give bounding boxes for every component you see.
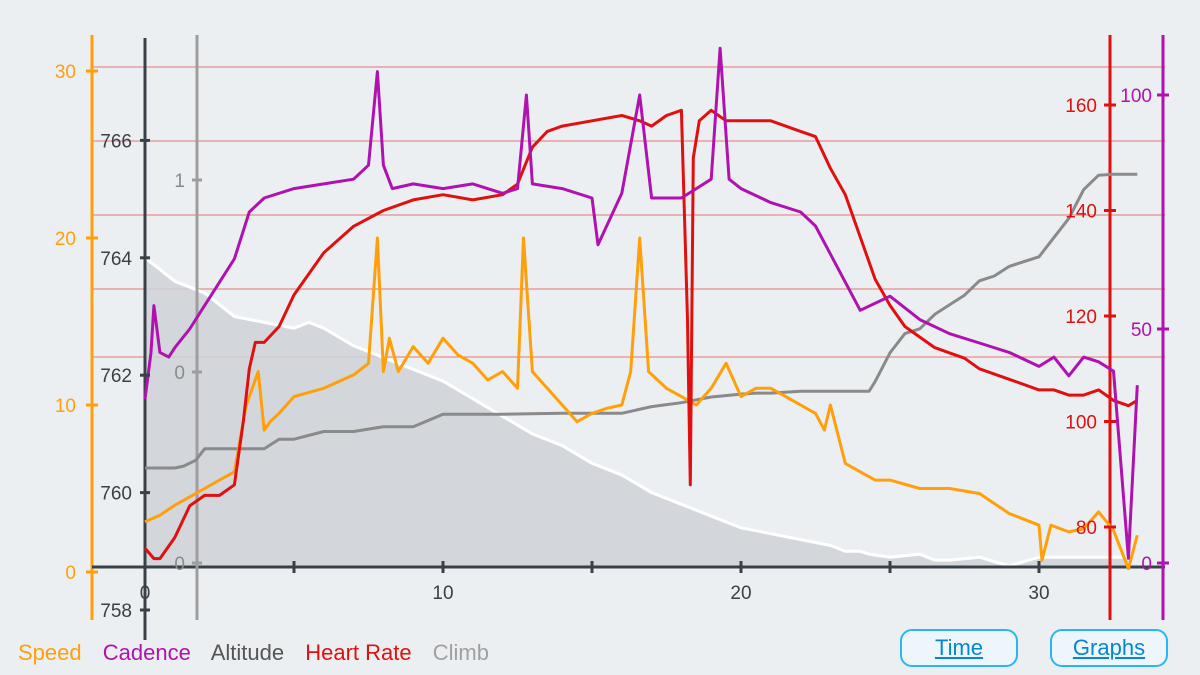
graphs-button[interactable]: Graphs: [1050, 629, 1168, 667]
altitude-line: [144, 256, 1129, 568]
tick-labels: 0102030758760762764766001801001201401600…: [55, 62, 1169, 622]
series-climb: [145, 172, 1138, 470]
climb-tick-0: 0: [174, 554, 185, 575]
heart-rate-tick-80: 80: [1076, 518, 1097, 539]
series-heart-rate: [143, 108, 1139, 561]
x-tick-10: 10: [432, 583, 453, 604]
x-tick-0: 0: [140, 583, 151, 604]
speed-tick-10: 10: [55, 396, 76, 417]
x-tick-30: 30: [1028, 583, 1049, 604]
speed-tick-0: 0: [65, 563, 76, 584]
ride-chart: 0102030758760762764766001801001201401600…: [55, 35, 1169, 640]
cadence-tick-50: 50: [1131, 320, 1152, 341]
cadence-tick-0: 0: [1141, 554, 1152, 575]
time-button[interactable]: Time: [900, 629, 1018, 667]
cadence-tick-100: 100: [1120, 86, 1152, 107]
series-speed: [144, 236, 1139, 571]
x-tick-20: 20: [730, 583, 751, 604]
altitude-tick-762: 762: [100, 366, 132, 387]
heart-rate-tick-100: 100: [1065, 413, 1097, 434]
altitude-area: [144, 256, 1129, 568]
legend-cadence: Cadence: [102, 640, 191, 665]
legend-speed: Speed: [18, 640, 82, 665]
legend: Speed Cadence Altitude Heart Rate Climb: [18, 640, 504, 666]
series-lines: [143, 46, 1139, 571]
climb-tick-2: 1: [174, 171, 185, 192]
heart-rate-tick-120: 120: [1065, 307, 1097, 328]
legend-climb: Climb: [432, 640, 489, 665]
altitude-tick-764: 764: [100, 249, 132, 270]
speed-tick-30: 30: [55, 62, 76, 83]
heart-rate-tick-140: 140: [1065, 202, 1097, 223]
series-cadence: [143, 46, 1139, 560]
altitude-tick-766: 766: [100, 131, 132, 152]
speed-tick-20: 20: [55, 229, 76, 250]
climb-tick-1: 0: [174, 363, 185, 384]
heart-rate-tick-160: 160: [1065, 96, 1097, 117]
altitude-tick-758: 758: [100, 601, 132, 622]
legend-heart-rate: Heart Rate: [305, 640, 412, 665]
altitude-fill: [145, 257, 1129, 567]
altitude-tick-760: 760: [100, 484, 132, 505]
legend-altitude: Altitude: [210, 640, 285, 665]
gridlines: [92, 66, 1165, 358]
